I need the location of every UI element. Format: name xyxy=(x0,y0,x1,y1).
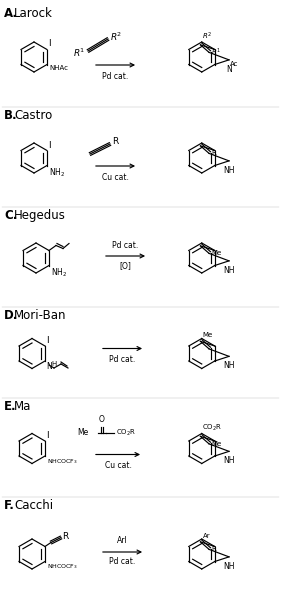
Text: NH: NH xyxy=(223,266,235,275)
Text: NH: NH xyxy=(223,361,235,370)
Text: Me: Me xyxy=(77,428,88,437)
Text: Pd cat.: Pd cat. xyxy=(102,72,128,81)
Text: ArI: ArI xyxy=(117,536,127,545)
Text: Ar: Ar xyxy=(203,533,210,539)
Text: H: H xyxy=(51,361,56,367)
Text: $R^1$: $R^1$ xyxy=(211,47,221,58)
Text: Larock: Larock xyxy=(14,7,53,20)
Text: Ma: Ma xyxy=(14,400,31,413)
Text: N: N xyxy=(46,362,52,371)
Text: CO$_2$R: CO$_2$R xyxy=(203,423,223,433)
Text: NH$_2$: NH$_2$ xyxy=(51,266,67,279)
Text: F.: F. xyxy=(4,499,15,512)
Text: $R^2$: $R^2$ xyxy=(110,31,122,43)
Text: [O]: [O] xyxy=(119,261,131,270)
Text: B.: B. xyxy=(4,109,18,122)
Text: Cu cat.: Cu cat. xyxy=(101,173,128,182)
Text: R: R xyxy=(62,532,68,541)
Text: Me: Me xyxy=(203,333,213,338)
Text: NH: NH xyxy=(223,166,235,175)
Text: Me: Me xyxy=(211,250,221,256)
Text: E.: E. xyxy=(4,400,17,413)
Text: Mori-Ban: Mori-Ban xyxy=(14,309,67,322)
Text: C.: C. xyxy=(4,209,17,222)
Text: NH: NH xyxy=(223,456,235,466)
Text: $R^2$: $R^2$ xyxy=(203,30,212,42)
Text: R: R xyxy=(211,546,216,552)
Text: R: R xyxy=(211,151,216,157)
Text: I: I xyxy=(46,431,49,440)
Text: Ac: Ac xyxy=(230,61,239,67)
Text: CO$_2$R: CO$_2$R xyxy=(116,427,136,438)
Text: Castro: Castro xyxy=(14,109,52,122)
Text: O: O xyxy=(99,416,105,424)
Text: Hegedus: Hegedus xyxy=(14,209,66,222)
Text: NH: NH xyxy=(223,562,235,571)
Text: Pd cat.: Pd cat. xyxy=(112,241,138,250)
Text: N: N xyxy=(226,65,232,74)
Text: NHAc: NHAc xyxy=(49,66,68,72)
Text: I: I xyxy=(48,39,51,49)
Text: Cacchi: Cacchi xyxy=(14,499,53,512)
Text: NH$_2$: NH$_2$ xyxy=(49,166,65,179)
Text: $R^1$: $R^1$ xyxy=(72,47,85,59)
Text: NHCOCF$_3$: NHCOCF$_3$ xyxy=(47,563,78,571)
Text: D.: D. xyxy=(4,309,18,322)
Text: Me: Me xyxy=(211,441,221,447)
Text: Cu cat.: Cu cat. xyxy=(105,461,132,470)
Text: I: I xyxy=(48,140,51,149)
Text: NHCOCF$_3$: NHCOCF$_3$ xyxy=(47,457,78,466)
Text: Pd cat.: Pd cat. xyxy=(109,356,135,364)
Text: A.: A. xyxy=(4,7,18,20)
Text: I: I xyxy=(46,336,49,345)
Text: Pd cat.: Pd cat. xyxy=(109,557,135,566)
Text: R: R xyxy=(112,138,118,146)
